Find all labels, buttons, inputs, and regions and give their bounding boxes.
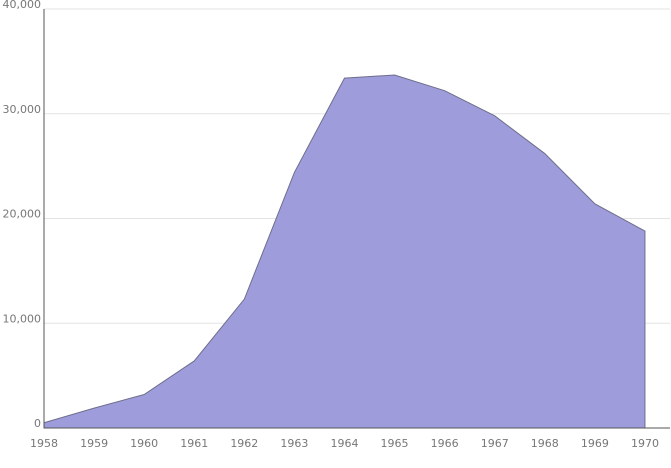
y-tick-label: 0 <box>34 417 41 430</box>
series-area <box>43 74 646 429</box>
y-tick-label: 30,000 <box>3 103 42 116</box>
x-tick-labels: 1958 1959 1960 1961 1962 1963 1964 1965 1966 1967… <box>30 437 659 450</box>
x-tick-label: 1968 <box>531 437 559 450</box>
axes <box>43 9 670 429</box>
x-tick-label: 1967 <box>481 437 509 450</box>
x-tick-label: 1960 <box>130 437 158 450</box>
x-tick-label: 1961 <box>180 437 208 450</box>
area-series-0 <box>43 74 646 429</box>
y-tick-label: 20,000 <box>3 208 42 221</box>
y-tick-label: 10,000 <box>3 312 42 325</box>
y-tick-labels: 0 10,000 20,000 30,000 40,000 <box>3 0 42 430</box>
x-tick-label: 1965 <box>381 437 409 450</box>
x-tick-label: 1959 <box>80 437 108 450</box>
x-tick-label: 1970 <box>631 437 659 450</box>
x-tick-label: 1958 <box>30 437 58 450</box>
x-tick-label: 1966 <box>431 437 459 450</box>
x-tick-label: 1964 <box>330 437 358 450</box>
x-tick-label: 1969 <box>581 437 609 450</box>
y-tick-label: 40,000 <box>3 0 42 11</box>
x-tick-label: 1962 <box>230 437 258 450</box>
x-tick-label: 1963 <box>280 437 308 450</box>
